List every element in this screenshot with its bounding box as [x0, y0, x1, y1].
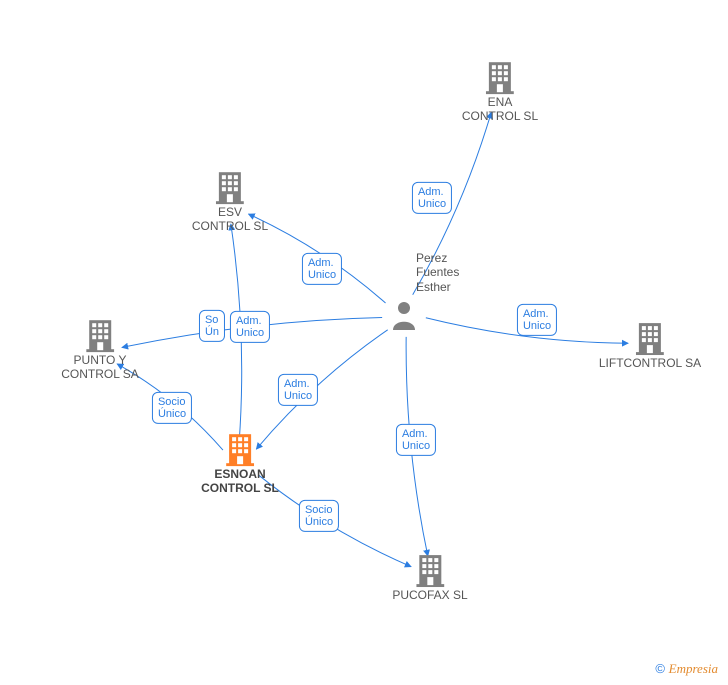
edge-label: Adm. Unico — [396, 424, 436, 456]
person-icon — [391, 300, 417, 330]
node-label: PUNTO Y CONTROL SA — [61, 354, 139, 382]
building-icon — [636, 321, 664, 355]
node-lift[interactable]: LIFTCONTROL SA — [599, 321, 701, 371]
building-icon — [416, 553, 444, 587]
building-icon — [486, 60, 514, 94]
building-icon — [226, 432, 254, 466]
diagram-stage: Perez Fuentes Esther ENA CONTROL SL ESV … — [0, 0, 728, 685]
watermark-brand: Empresia — [669, 661, 718, 676]
edge-label: Adm. Unico — [412, 182, 452, 214]
edge-label: Adm. Unico — [302, 253, 342, 285]
node-label-person: Perez Fuentes Esther — [416, 251, 459, 294]
edge-label: So Ún — [199, 310, 225, 342]
copyright-symbol: © — [655, 661, 665, 676]
node-label: LIFTCONTROL SA — [599, 357, 701, 371]
node-label: ESNOAN CONTROL SL — [201, 468, 279, 496]
node-label: PUCOFAX SL — [392, 589, 467, 603]
node-person-center[interactable] — [391, 300, 417, 330]
edge-label: Adm. Unico — [278, 374, 318, 406]
node-label: ESV CONTROL SL — [192, 206, 268, 234]
edge-label: Adm. Unico — [230, 311, 270, 343]
node-punto[interactable]: PUNTO Y CONTROL SA — [61, 318, 139, 382]
edge-label: Socio Único — [299, 500, 339, 532]
edge-label: Adm. Unico — [517, 304, 557, 336]
watermark: © Empresia — [655, 661, 718, 677]
building-icon — [86, 318, 114, 352]
building-icon — [216, 170, 244, 204]
edge-label: Socio Único — [152, 392, 192, 424]
node-ena[interactable]: ENA CONTROL SL — [462, 60, 538, 124]
node-esnoan[interactable]: ESNOAN CONTROL SL — [201, 432, 279, 496]
node-esv[interactable]: ESV CONTROL SL — [192, 170, 268, 234]
node-label: ENA CONTROL SL — [462, 96, 538, 124]
node-pucofax[interactable]: PUCOFAX SL — [392, 553, 467, 603]
